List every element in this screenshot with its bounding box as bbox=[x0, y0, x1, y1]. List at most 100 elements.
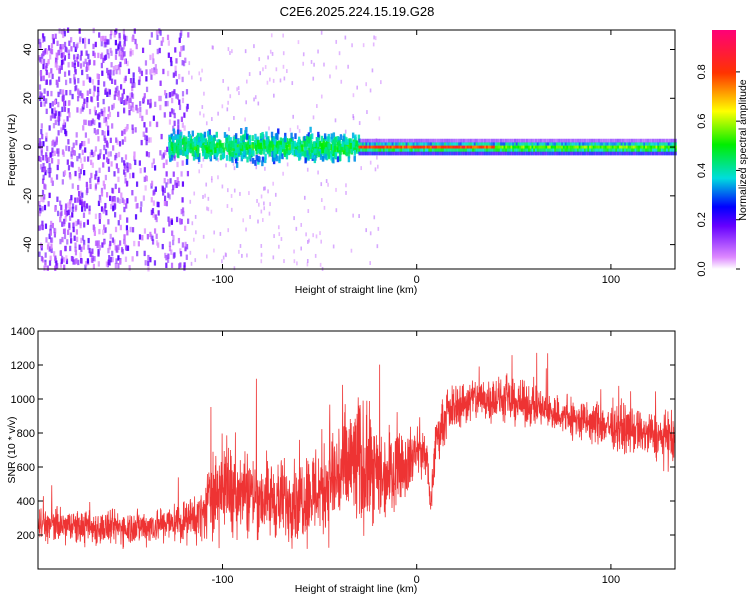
spectrogram-cell bbox=[97, 136, 100, 142]
spectrogram-cell bbox=[524, 145, 527, 149]
spectrogram-cell bbox=[194, 214, 197, 219]
spectrogram-cell bbox=[451, 151, 454, 156]
spectrogram-cell bbox=[332, 132, 336, 139]
spectrogram-cell bbox=[375, 145, 378, 149]
spectrogram-cell bbox=[293, 259, 296, 264]
spectrogram-cell bbox=[400, 148, 403, 152]
spectrogram-cell bbox=[118, 69, 121, 75]
spectrogram-cell bbox=[107, 114, 110, 120]
spectrogram-cell bbox=[123, 51, 126, 57]
spectrogram-cell bbox=[75, 236, 79, 243]
spectrogram-cell bbox=[74, 242, 77, 248]
spectrogram-cell bbox=[77, 184, 80, 191]
spectrogram-cell bbox=[445, 138, 448, 143]
spectrogram-cell bbox=[173, 89, 176, 95]
spectrogram-cell bbox=[159, 95, 162, 102]
spectrogram-cell bbox=[210, 176, 213, 181]
spectrogram-cell bbox=[575, 145, 578, 149]
spectrogram-cell bbox=[52, 122, 56, 129]
spectrogram-cell bbox=[158, 28, 161, 34]
spectrogram-cell bbox=[442, 138, 445, 143]
spectrogram-cell bbox=[54, 33, 57, 39]
spectrogram-cell bbox=[121, 93, 124, 99]
spectrogram-cell bbox=[181, 122, 184, 128]
spectrogram-cell bbox=[589, 142, 592, 146]
spectrogram-cell bbox=[111, 123, 114, 129]
spectrogram-cell bbox=[338, 155, 342, 162]
spectrogram-cell bbox=[39, 57, 42, 63]
spectrogram-cell bbox=[393, 145, 396, 149]
spectrogram-cell bbox=[226, 150, 229, 155]
spectrogram-cell bbox=[85, 50, 88, 56]
spectrogram-cell bbox=[98, 32, 101, 38]
spectrogram-cell bbox=[90, 159, 93, 166]
spectrogram-cell bbox=[126, 95, 129, 101]
spectrogram-cell bbox=[620, 142, 623, 146]
spectrogram-cell bbox=[131, 82, 134, 88]
spectrogram-cell bbox=[55, 52, 58, 58]
spectrogram-cell bbox=[93, 150, 96, 156]
spectrogram-cell bbox=[50, 90, 53, 97]
spectrogram-cell bbox=[307, 154, 310, 161]
spectrogram-cell bbox=[368, 145, 371, 149]
spectrogram-cell bbox=[578, 145, 581, 149]
spectrogram-cell bbox=[510, 151, 513, 156]
spectrogram-cell bbox=[168, 142, 171, 148]
spectrogram-cell bbox=[361, 142, 364, 146]
spectrogram-cell bbox=[201, 137, 204, 144]
spectrogram-cell bbox=[219, 140, 222, 147]
spectrogram-cell bbox=[107, 53, 110, 59]
spectrogram-cell bbox=[122, 28, 126, 35]
spectrogram-cell bbox=[138, 160, 141, 166]
spectrogram-cell bbox=[435, 145, 438, 149]
spectrogram-cell bbox=[493, 151, 496, 156]
spectrogram-cell bbox=[111, 250, 114, 257]
spectrogram-cell bbox=[77, 61, 80, 67]
spectrogram-cell bbox=[338, 144, 341, 151]
spectrogram-cell bbox=[298, 153, 302, 160]
spectrogram-cell bbox=[611, 145, 614, 149]
spectrogram-cell bbox=[384, 145, 387, 149]
spectrogram-cell bbox=[87, 138, 90, 144]
spectrogram-cell bbox=[46, 265, 49, 271]
spectrogram-cell bbox=[159, 104, 162, 111]
spectrogram-cell bbox=[410, 145, 413, 149]
spectrogram-cell bbox=[639, 151, 642, 156]
spectrogram-cell bbox=[638, 148, 641, 152]
spectrogram-cell bbox=[126, 245, 130, 251]
spectrogram-cell bbox=[109, 137, 112, 144]
spectrogram-cell bbox=[669, 142, 672, 146]
spectrogram-cell bbox=[594, 148, 597, 152]
spectrogram-cell bbox=[431, 142, 434, 146]
spectrogram-cell bbox=[643, 151, 646, 156]
spectrogram-cell bbox=[335, 65, 338, 70]
spectrogram-cell bbox=[90, 172, 93, 179]
spectrogram-cell bbox=[575, 148, 578, 152]
spectrogram-cell bbox=[83, 140, 86, 147]
spectrogram-cell bbox=[352, 114, 354, 118]
spectrogram-cell bbox=[210, 209, 213, 214]
spectrogram-cell bbox=[389, 138, 392, 143]
spectrogram-cell bbox=[137, 79, 141, 85]
spectrogram-cell bbox=[543, 148, 546, 152]
spectrogram-cell bbox=[91, 248, 94, 254]
spectrogram-cell bbox=[202, 234, 205, 239]
spectrogram-cell bbox=[585, 138, 588, 143]
spectrogram-cell bbox=[559, 151, 562, 156]
spectrogram-cell bbox=[428, 138, 431, 143]
spectrogram-cell bbox=[181, 207, 185, 213]
spectrogram-cell bbox=[104, 35, 107, 42]
spectrogram-cell bbox=[543, 142, 546, 146]
spectrogram-cell bbox=[162, 162, 165, 169]
spectrogram-cell bbox=[461, 145, 464, 149]
spectrogram-cell bbox=[65, 255, 68, 261]
spectrogram-cell bbox=[109, 75, 112, 81]
spectrogram-cell bbox=[67, 146, 71, 152]
spectrogram-cell bbox=[105, 192, 109, 198]
spectrogram-cell bbox=[75, 139, 78, 146]
spectrogram-cell bbox=[65, 258, 69, 265]
spectrogram-cell bbox=[444, 148, 447, 152]
spectrogram-cell bbox=[54, 265, 57, 271]
spectrogram-cell bbox=[452, 142, 455, 146]
spectrogram-cell bbox=[594, 145, 597, 149]
